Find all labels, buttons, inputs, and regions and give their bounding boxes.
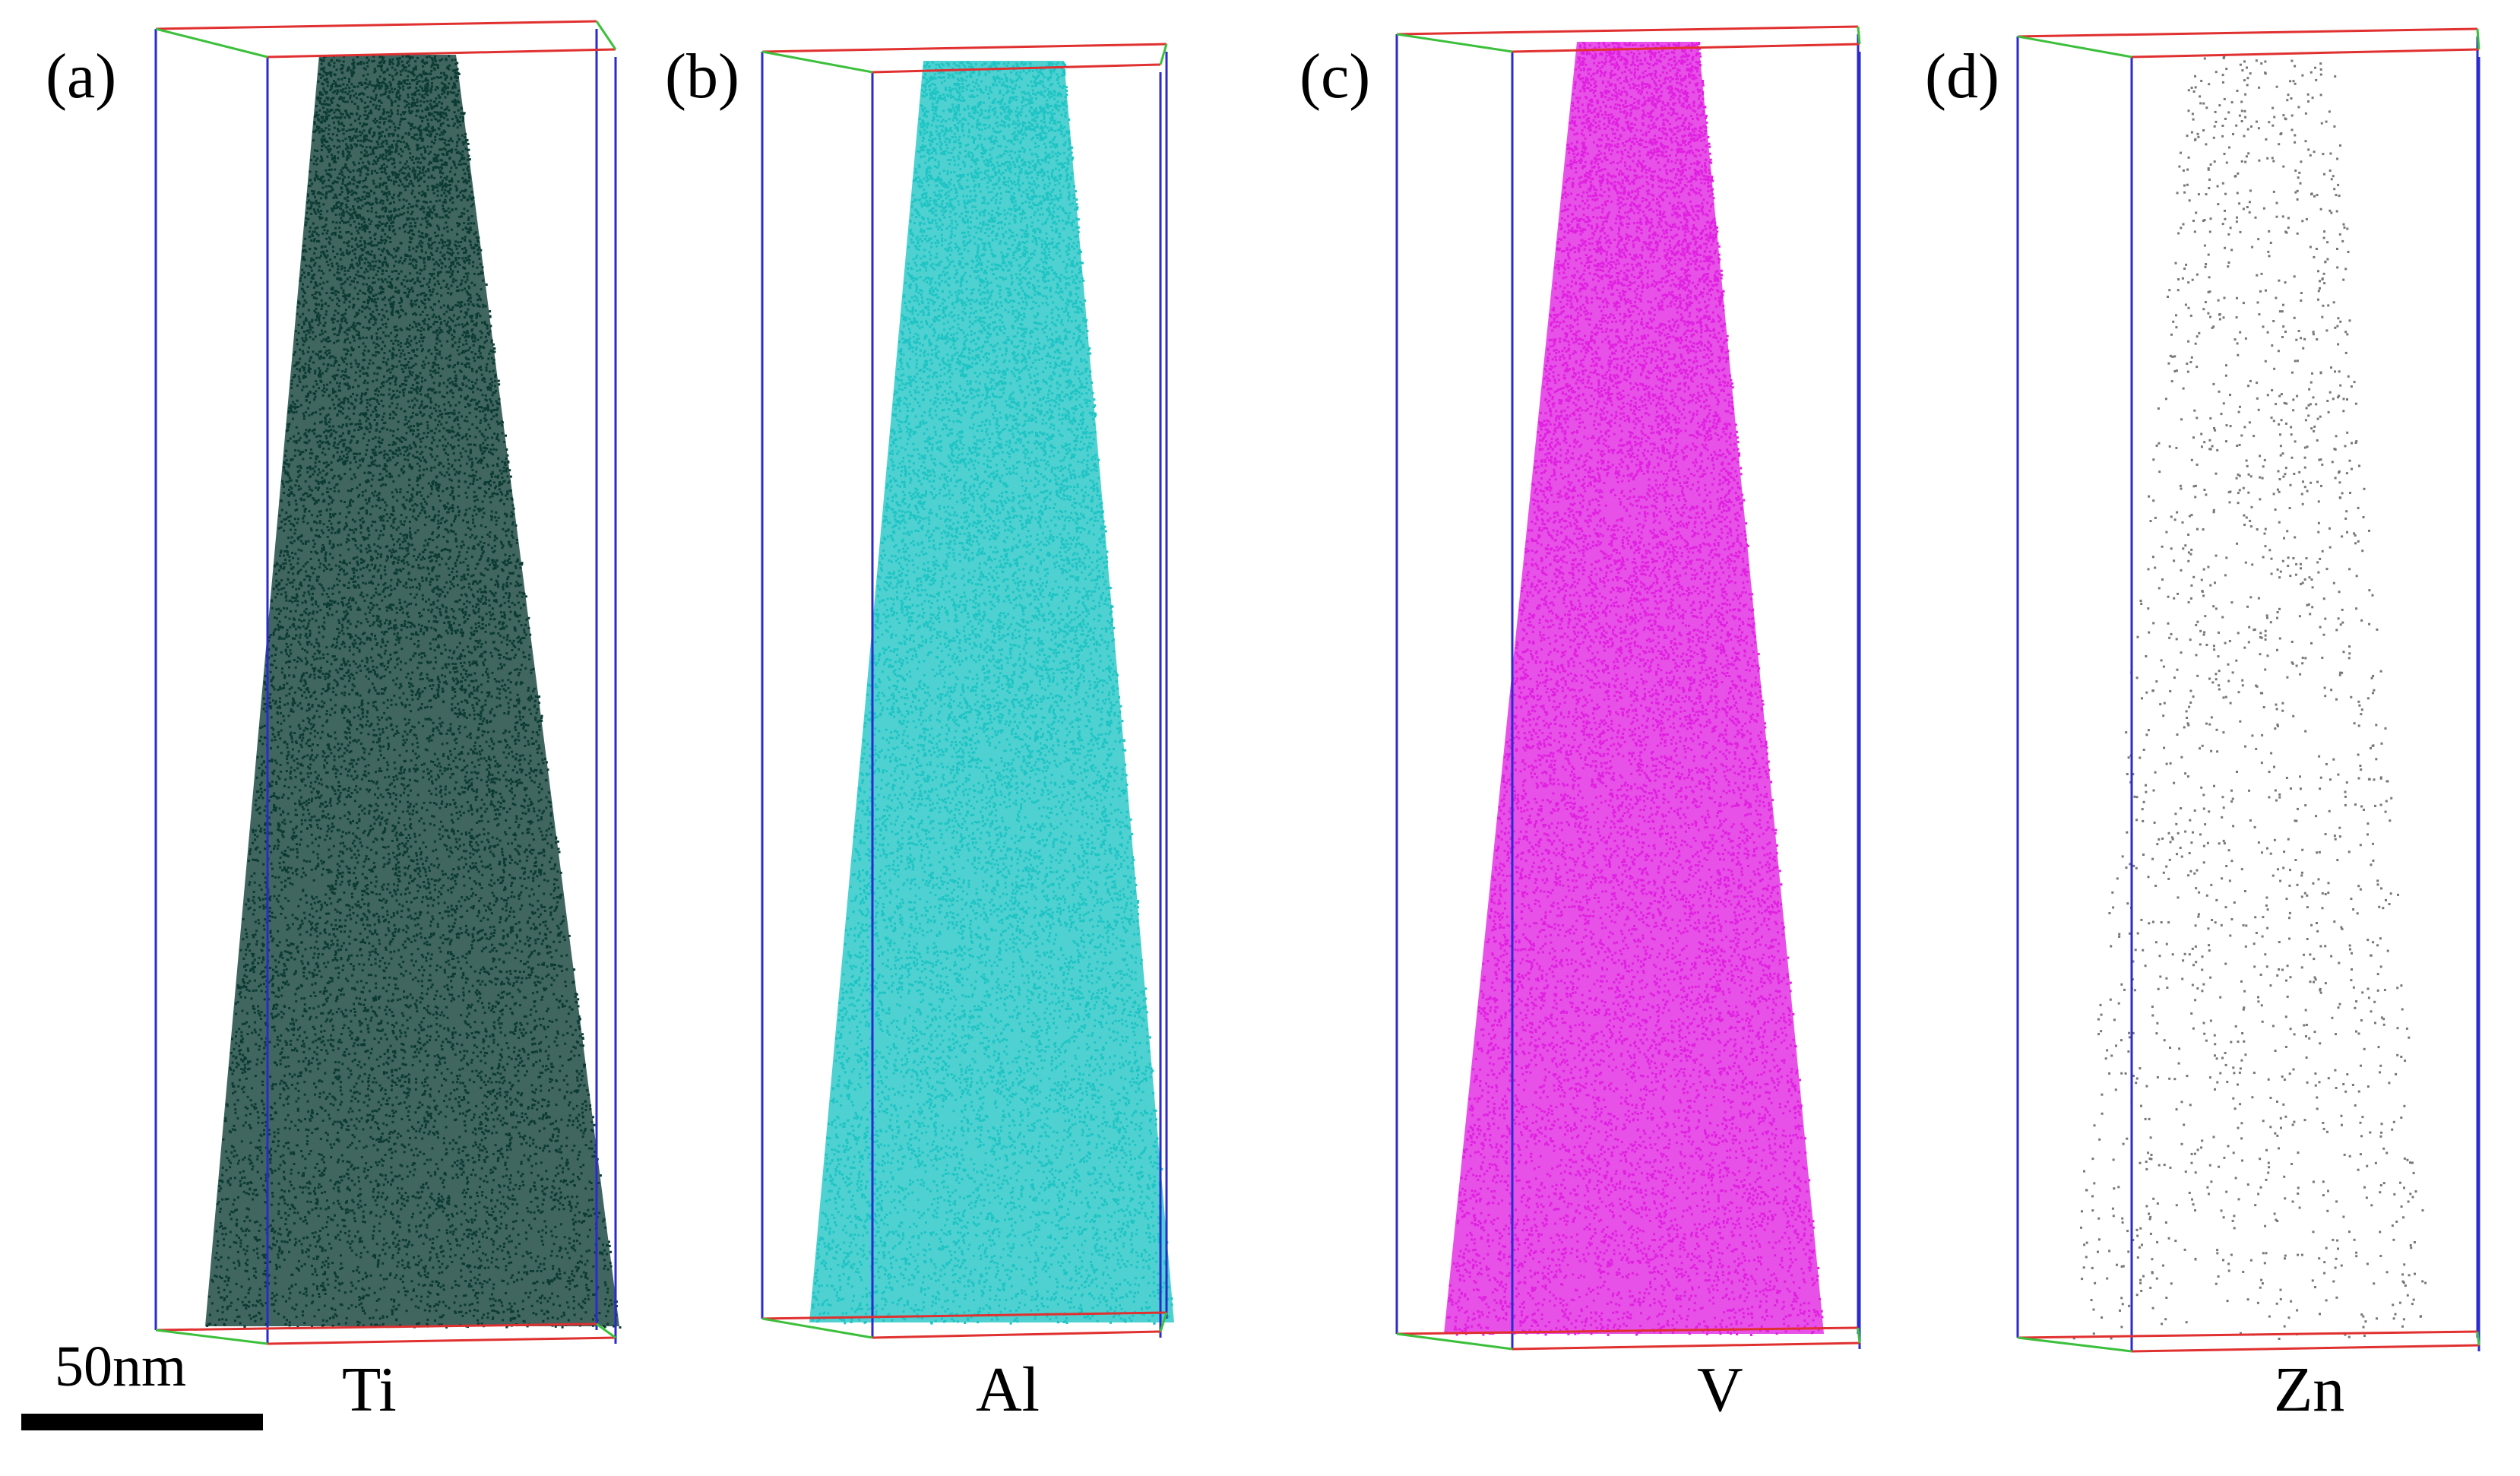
zn-atom-map [2016, 27, 2480, 1353]
al-atom-map [761, 43, 1174, 1339]
panel-label-a: (a) [46, 40, 116, 113]
ti-atom-map [154, 20, 622, 1345]
panel-label-b: (b) [665, 40, 739, 113]
scale-bar [21, 1414, 263, 1430]
v-atom-map [1395, 25, 1861, 1351]
panel-label-c: (c) [1300, 40, 1370, 113]
element-label-al: Al [976, 1353, 1040, 1427]
scale-bar-label: 50nm [55, 1334, 186, 1400]
panel-label-d: (d) [1925, 40, 1999, 113]
panel-ti: (a) Ti [0, 0, 630, 1476]
panel-zn: (d) Zn [1890, 0, 2520, 1476]
panel-al: (b) Al [630, 0, 1260, 1476]
panel-v: (c) V [1260, 0, 1890, 1476]
element-label-v: V [1697, 1353, 1743, 1427]
element-label-ti: Ti [342, 1353, 397, 1427]
element-label-zn: Zn [2274, 1353, 2344, 1427]
